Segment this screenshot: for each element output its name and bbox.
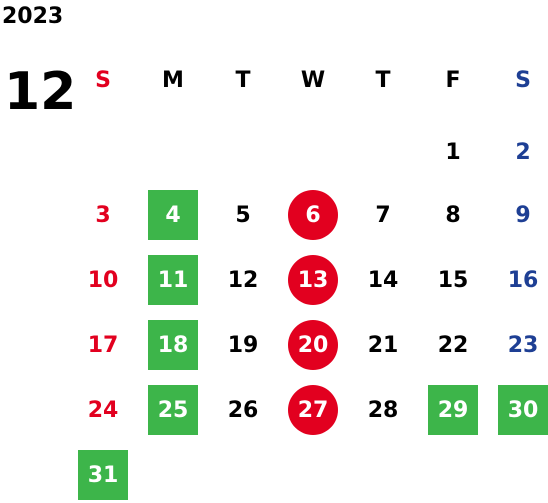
day-15[interactable]: 15 <box>437 267 469 293</box>
day-31[interactable]: 31 <box>78 450 128 500</box>
day-20[interactable]: 20 <box>288 320 338 370</box>
weekday-monday: M <box>162 68 184 93</box>
weekday-wednesday: W <box>300 68 326 93</box>
day-29[interactable]: 29 <box>428 385 478 435</box>
weekday-friday: F <box>445 68 461 93</box>
weekday-thursday: T <box>375 68 391 93</box>
day-12[interactable]: 12 <box>227 267 259 293</box>
day-10[interactable]: 10 <box>87 267 119 293</box>
day-11[interactable]: 11 <box>148 255 198 305</box>
day-17[interactable]: 17 <box>87 332 119 358</box>
day-27[interactable]: 27 <box>288 385 338 435</box>
day-9[interactable]: 9 <box>515 202 531 228</box>
weekday-tuesday: T <box>235 68 251 93</box>
day-2[interactable]: 2 <box>515 139 531 165</box>
day-25[interactable]: 25 <box>148 385 198 435</box>
day-28[interactable]: 28 <box>367 397 399 423</box>
month-number: 12 <box>4 62 77 122</box>
day-16[interactable]: 16 <box>507 267 539 293</box>
day-24[interactable]: 24 <box>87 397 119 423</box>
day-18[interactable]: 18 <box>148 320 198 370</box>
year-label: 2023 <box>2 4 64 29</box>
day-22[interactable]: 22 <box>437 332 469 358</box>
weekday-saturday: S <box>515 68 531 93</box>
day-1[interactable]: 1 <box>445 139 461 165</box>
day-13[interactable]: 13 <box>288 255 338 305</box>
day-7[interactable]: 7 <box>375 202 391 228</box>
day-6[interactable]: 6 <box>288 190 338 240</box>
day-5[interactable]: 5 <box>235 202 251 228</box>
day-4[interactable]: 4 <box>148 190 198 240</box>
day-30[interactable]: 30 <box>498 385 548 435</box>
weekday-sunday: S <box>95 68 111 93</box>
day-21[interactable]: 21 <box>367 332 399 358</box>
day-14[interactable]: 14 <box>367 267 399 293</box>
day-23[interactable]: 23 <box>507 332 539 358</box>
day-26[interactable]: 26 <box>227 397 259 423</box>
day-19[interactable]: 19 <box>227 332 259 358</box>
day-3[interactable]: 3 <box>95 202 111 228</box>
day-8[interactable]: 8 <box>445 202 461 228</box>
